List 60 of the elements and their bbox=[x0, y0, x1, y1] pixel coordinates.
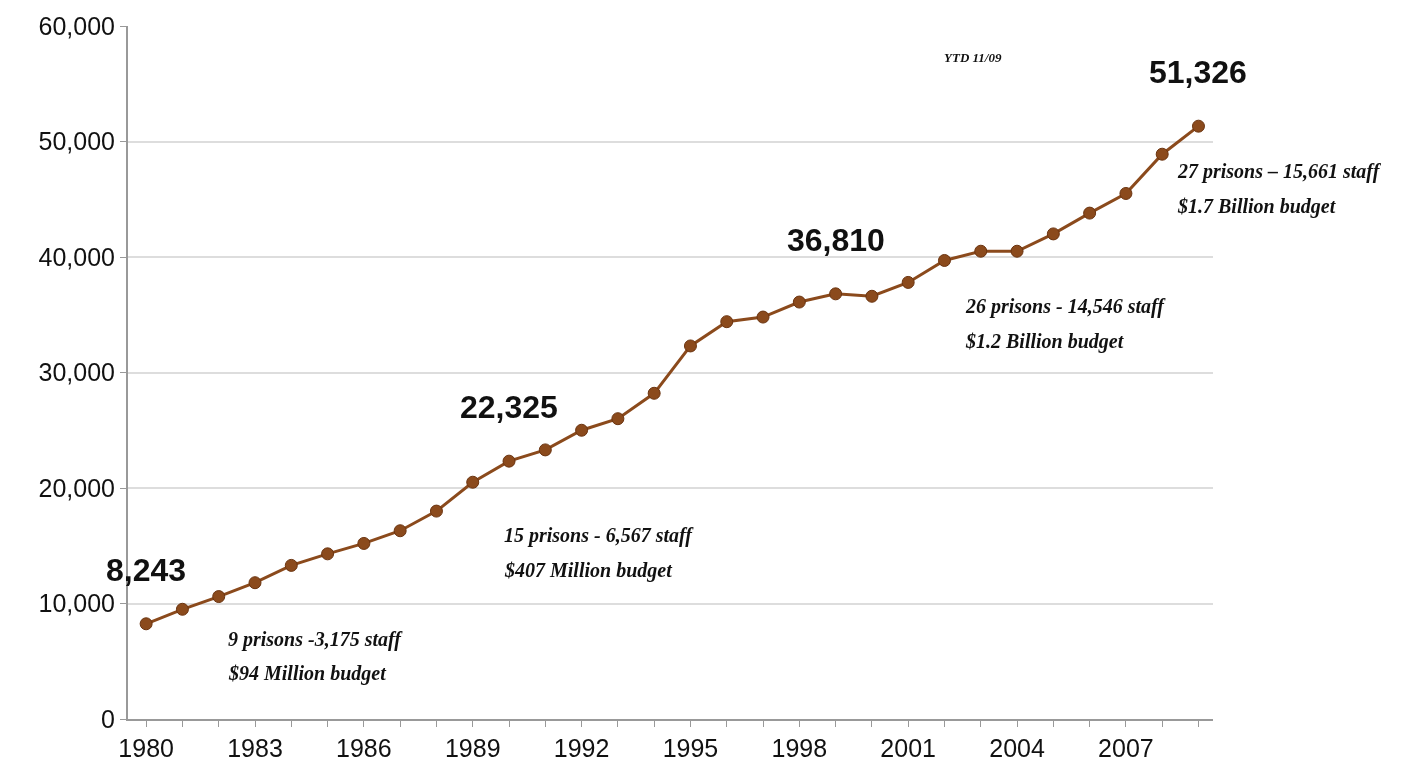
y-tick-label: 20,000 bbox=[38, 473, 115, 502]
point bbox=[720, 315, 734, 329]
x-tick-label: 1980 bbox=[118, 734, 174, 762]
x-tick-label: 2007 bbox=[1098, 734, 1154, 762]
point bbox=[212, 590, 226, 604]
point bbox=[937, 253, 951, 267]
x-tick-label: 1989 bbox=[444, 734, 501, 762]
point bbox=[575, 423, 589, 437]
annotation: 15 prisons - 6,567 staff bbox=[504, 524, 695, 547]
annotation: $407 Million budget bbox=[504, 559, 674, 582]
point bbox=[284, 558, 298, 572]
annotation: 22,325 bbox=[460, 389, 558, 425]
x-tick-label: 1998 bbox=[771, 734, 828, 762]
point bbox=[139, 617, 153, 631]
annotation: 26 prisons - 14,546 staff bbox=[965, 295, 1167, 318]
y-tick-label: 40,000 bbox=[38, 242, 115, 271]
point bbox=[502, 454, 516, 468]
y-tick-label: 60,000 bbox=[38, 11, 115, 40]
point bbox=[974, 244, 988, 258]
point bbox=[756, 310, 770, 324]
point bbox=[611, 412, 625, 426]
annotation: $94 Million budget bbox=[228, 662, 388, 685]
x-tick-label: 2001 bbox=[880, 734, 936, 762]
point bbox=[1155, 147, 1169, 161]
point bbox=[1083, 206, 1097, 220]
point bbox=[393, 524, 407, 538]
point bbox=[466, 475, 480, 489]
annotation: 27 prisons – 15,661 staff bbox=[1177, 160, 1382, 183]
point bbox=[175, 602, 189, 616]
annotation: 51,326 bbox=[1149, 54, 1247, 90]
point bbox=[538, 443, 552, 457]
point bbox=[1119, 186, 1133, 200]
annotation: $1.2 Billion budget bbox=[965, 330, 1125, 353]
y-tick-label: 30,000 bbox=[38, 358, 115, 387]
point bbox=[1046, 227, 1060, 241]
annotation: YTD 11/09 bbox=[944, 50, 1002, 65]
annotation: 8,243 bbox=[106, 552, 187, 588]
x-tick-label: 2004 bbox=[989, 734, 1045, 762]
point bbox=[683, 339, 697, 353]
x-tick-label: 1995 bbox=[662, 734, 719, 762]
annotation: $1.7 Billion budget bbox=[1177, 195, 1337, 218]
point bbox=[829, 287, 843, 301]
point bbox=[647, 386, 661, 400]
y-tick-label: 50,000 bbox=[38, 127, 115, 156]
point bbox=[1010, 244, 1024, 258]
annotation: 9 prisons -3,175 staff bbox=[228, 628, 404, 651]
x-tick-label: 1983 bbox=[227, 734, 283, 762]
point bbox=[321, 547, 335, 561]
point bbox=[865, 289, 879, 303]
point bbox=[1191, 119, 1205, 133]
point bbox=[792, 295, 806, 309]
point bbox=[901, 275, 915, 289]
point bbox=[248, 576, 262, 590]
point bbox=[357, 536, 371, 550]
point bbox=[429, 504, 443, 518]
y-tick-label: 10,000 bbox=[38, 589, 115, 618]
annotation: 36,810 bbox=[787, 222, 885, 258]
x-tick-label: 1992 bbox=[553, 734, 610, 762]
y-tick-label: 0 bbox=[101, 704, 115, 733]
x-tick-label: 1986 bbox=[336, 734, 392, 762]
